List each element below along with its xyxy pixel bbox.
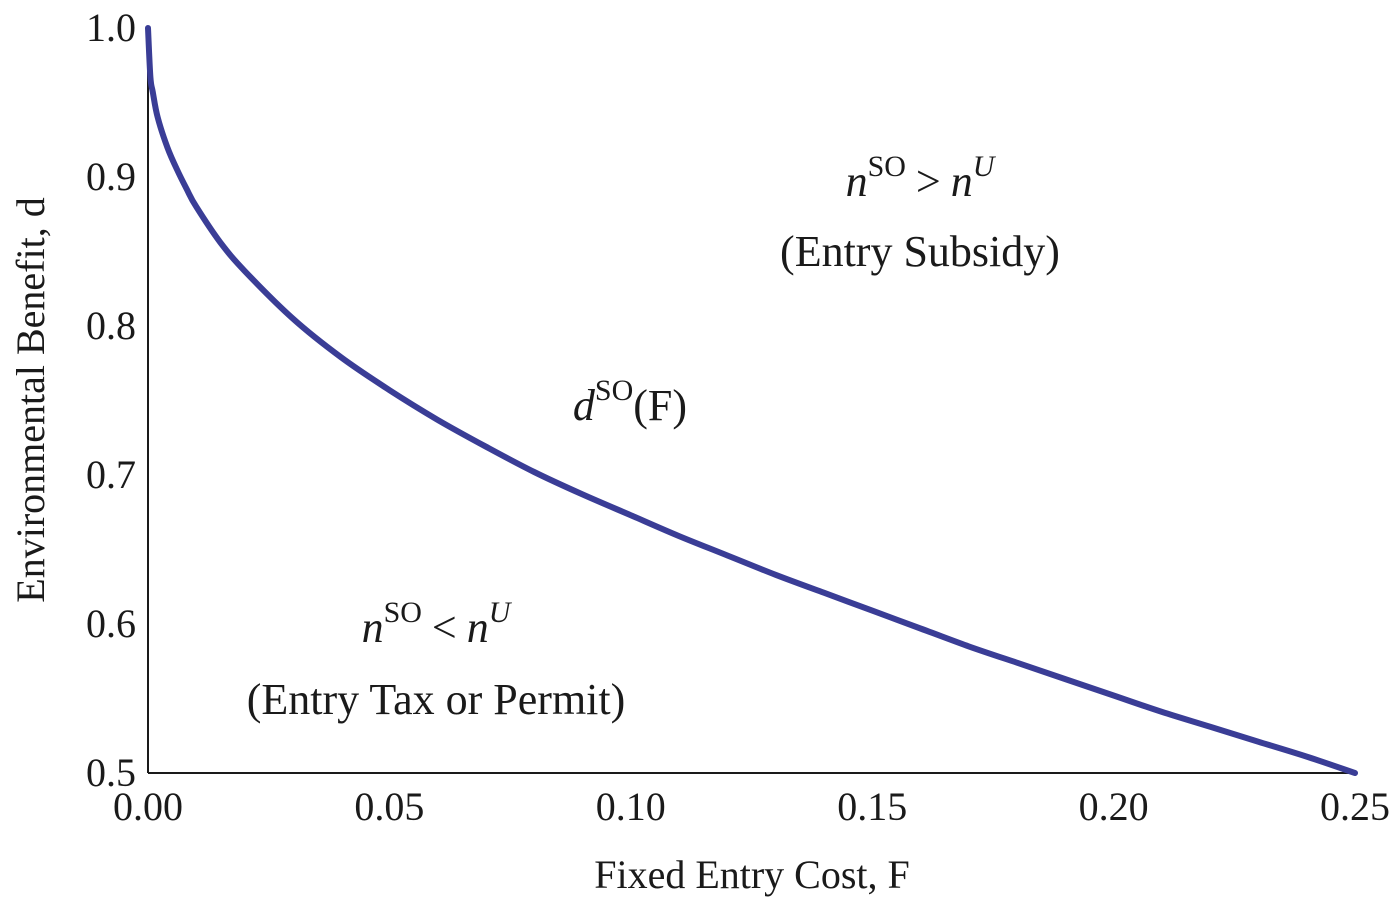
y-axis-title: Environmental Benefit, d (8, 197, 53, 602)
y-tick-label: 1.0 (86, 5, 136, 50)
y-tick-label: 0.7 (86, 452, 136, 497)
y-tick-label: 0.6 (86, 601, 136, 646)
y-tick-labels: 0.5 0.6 0.7 0.8 0.9 1.0 (86, 5, 136, 795)
y-tick-label: 0.9 (86, 154, 136, 199)
x-tick-label: 0.05 (354, 784, 424, 829)
annotation-lower-inequality: nSO < nU (362, 596, 513, 652)
series-line-dso (145, 25, 1358, 776)
annotation-upper-inequality: nSO > nU (846, 150, 997, 206)
x-tick-label: 0.10 (596, 784, 666, 829)
x-tick-labels: 0.00 0.05 0.10 0.15 0.20 0.25 (113, 784, 1390, 829)
annotation-lower-region: nSO < nU (Entry Tax or Permit) (247, 596, 626, 724)
annotation-upper-region: nSO > nU (Entry Subsidy) (780, 150, 1060, 276)
x-tick-label: 0.00 (113, 784, 183, 829)
y-tick-label: 0.5 (86, 750, 136, 795)
y-tick-label: 0.8 (86, 303, 136, 348)
annotation-upper-label: (Entry Subsidy) (780, 227, 1060, 276)
annotation-curve-label: dSO(F) (573, 374, 687, 430)
annotation-lower-label: (Entry Tax or Permit) (247, 675, 626, 724)
x-tick-label: 0.15 (837, 784, 907, 829)
axes (147, 28, 1357, 774)
x-tick-label: 0.20 (1079, 784, 1149, 829)
x-tick-label: 0.25 (1320, 784, 1390, 829)
x-axis-title: Fixed Entry Cost, F (594, 852, 910, 897)
